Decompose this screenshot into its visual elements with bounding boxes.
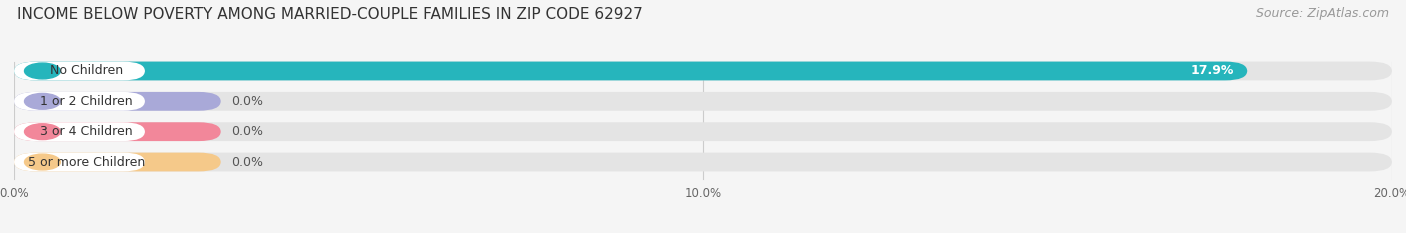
- FancyBboxPatch shape: [14, 62, 1392, 80]
- Circle shape: [24, 93, 60, 109]
- Text: Source: ZipAtlas.com: Source: ZipAtlas.com: [1256, 7, 1389, 20]
- FancyBboxPatch shape: [14, 153, 145, 171]
- Text: 0.0%: 0.0%: [231, 155, 263, 168]
- Circle shape: [24, 63, 60, 79]
- Text: 5 or more Children: 5 or more Children: [28, 155, 145, 168]
- FancyBboxPatch shape: [14, 153, 1392, 171]
- Text: INCOME BELOW POVERTY AMONG MARRIED-COUPLE FAMILIES IN ZIP CODE 62927: INCOME BELOW POVERTY AMONG MARRIED-COUPL…: [17, 7, 643, 22]
- FancyBboxPatch shape: [14, 92, 1392, 111]
- FancyBboxPatch shape: [14, 92, 221, 111]
- FancyBboxPatch shape: [14, 122, 1392, 141]
- Text: 1 or 2 Children: 1 or 2 Children: [41, 95, 132, 108]
- FancyBboxPatch shape: [14, 92, 145, 111]
- Circle shape: [24, 124, 60, 140]
- Text: 3 or 4 Children: 3 or 4 Children: [41, 125, 132, 138]
- Text: 0.0%: 0.0%: [231, 125, 263, 138]
- FancyBboxPatch shape: [14, 62, 1247, 80]
- Text: No Children: No Children: [49, 65, 122, 78]
- Circle shape: [24, 154, 60, 170]
- Text: 0.0%: 0.0%: [231, 95, 263, 108]
- FancyBboxPatch shape: [14, 62, 145, 80]
- FancyBboxPatch shape: [14, 122, 145, 141]
- FancyBboxPatch shape: [14, 122, 221, 141]
- FancyBboxPatch shape: [14, 153, 221, 171]
- Text: 17.9%: 17.9%: [1189, 65, 1233, 78]
